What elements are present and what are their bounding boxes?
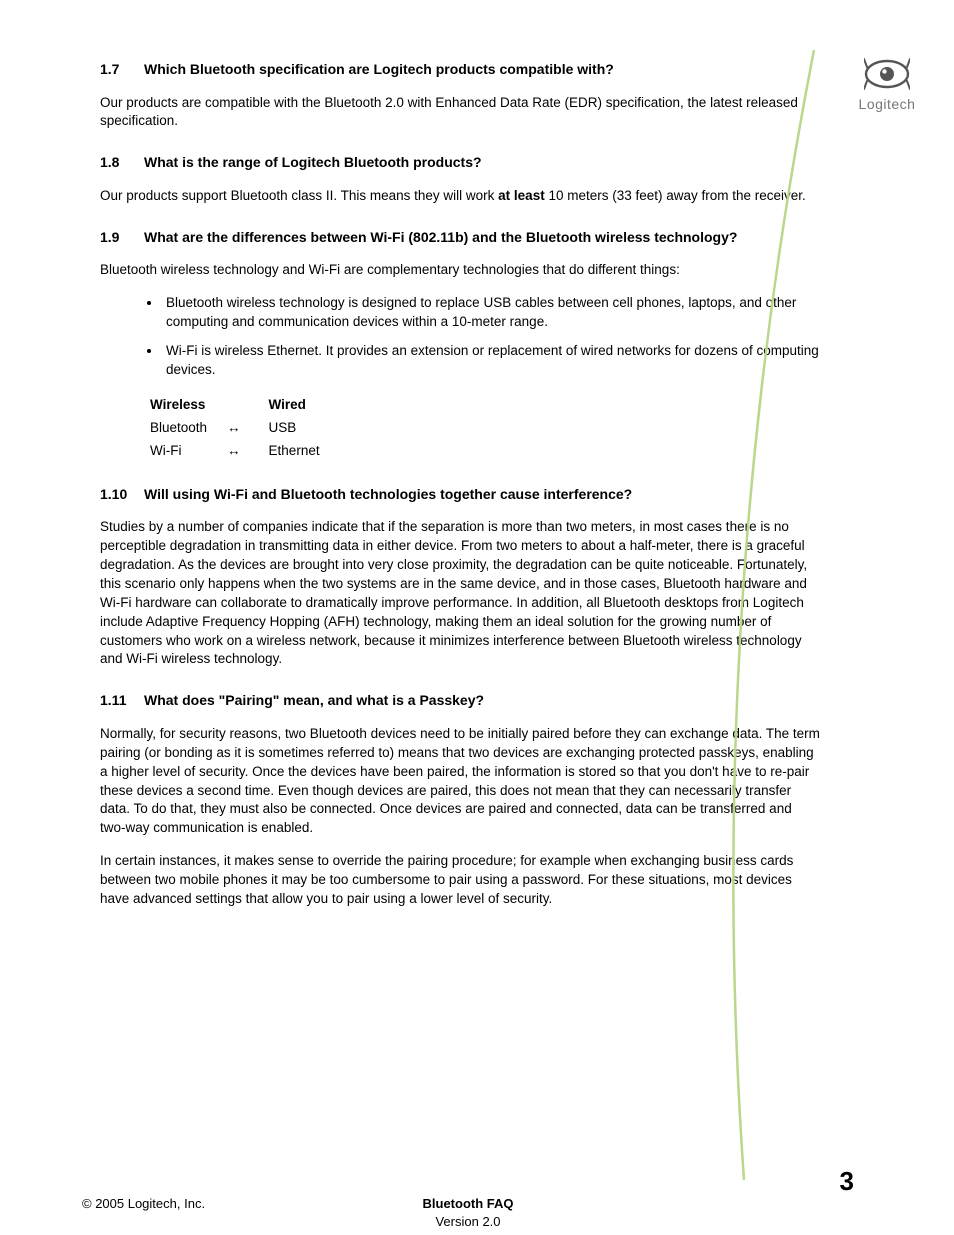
table-cell: Bluetooth [150,417,227,440]
table-cell: Wi-Fi [150,440,227,463]
section-1-8: 1.8 What is the range of Logitech Blueto… [100,153,820,205]
table-row: Wi-Fi ↔ Ethernet [150,440,340,463]
section-1-9: 1.9 What are the differences between Wi-… [100,228,820,463]
heading-number: 1.8 [100,153,144,173]
table-row: Bluetooth ↔ USB [150,417,340,440]
heading-text: Will using Wi-Fi and Bluetooth technolog… [144,485,820,505]
heading-1-8: 1.8 What is the range of Logitech Blueto… [100,153,820,173]
brand-name: Logitech [850,95,924,115]
heading-1-11: 1.11 What does "Pairing" mean, and what … [100,691,820,711]
document-content: 1.7 Which Bluetooth specification are Lo… [100,60,820,909]
page-number: 3 [840,1163,854,1199]
paragraph: Our products are compatible with the Blu… [100,94,820,132]
footer-version: Version 2.0 [435,1214,500,1229]
table-cell: ↔ [227,417,269,440]
table-cell: Ethernet [269,440,340,463]
paragraph: Normally, for security reasons, two Blue… [100,725,820,838]
heading-1-10: 1.10 Will using Wi-Fi and Bluetooth tech… [100,485,820,505]
footer-title: Bluetooth FAQ [82,1195,854,1213]
paragraph: In certain instances, it makes sense to … [100,852,820,909]
table-header-cell: Wireless [150,394,227,417]
table-cell: ↔ [227,440,269,463]
table-header-cell: Wired [269,394,340,417]
heading-number: 1.11 [100,691,144,711]
heading-number: 1.7 [100,60,144,80]
paragraph: Bluetooth wireless technology and Wi-Fi … [100,261,820,280]
section-1-7: 1.7 Which Bluetooth specification are Lo… [100,60,820,131]
table-header-row: Wireless Wired [150,394,340,417]
heading-text: Which Bluetooth specification are Logite… [144,60,820,80]
logo-eye-icon [864,55,910,93]
heading-text: What are the differences between Wi-Fi (… [144,228,820,248]
bullet-list: Bluetooth wireless technology is designe… [100,294,820,380]
section-1-10: 1.10 Will using Wi-Fi and Bluetooth tech… [100,485,820,670]
table-cell: USB [269,417,340,440]
heading-1-9: 1.9 What are the differences between Wi-… [100,228,820,248]
heading-number: 1.9 [100,228,144,248]
footer-center: Bluetooth FAQ Version 2.0 [82,1195,854,1231]
heading-1-7: 1.7 Which Bluetooth specification are Lo… [100,60,820,80]
heading-text: What does "Pairing" mean, and what is a … [144,691,820,711]
table-header-cell [227,394,269,417]
comparison-table: Wireless Wired Bluetooth ↔ USB Wi-Fi ↔ E… [150,394,340,463]
brand-logo: Logitech [850,55,924,115]
heading-number: 1.10 [100,485,144,505]
paragraph: Our products support Bluetooth class II.… [100,187,820,206]
list-item: Wi-Fi is wireless Ethernet. It provides … [162,342,820,380]
section-1-11: 1.11 What does "Pairing" mean, and what … [100,691,820,909]
heading-text: What is the range of Logitech Bluetooth … [144,153,820,173]
list-item: Bluetooth wireless technology is designe… [162,294,820,332]
paragraph: Studies by a number of companies indicat… [100,518,820,669]
